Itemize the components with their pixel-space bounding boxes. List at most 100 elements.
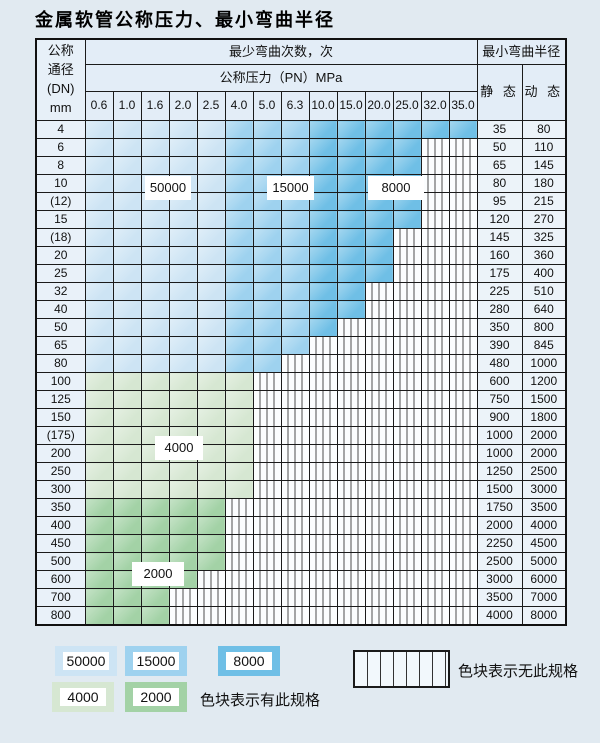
spec-cell [168, 390, 198, 409]
spec-cell [112, 192, 142, 211]
static-radius-cell: 50 [476, 138, 523, 157]
dynamic-radius-cell: 1000 [521, 354, 567, 373]
spec-cell [224, 246, 254, 265]
no-spec-cell [448, 444, 478, 463]
spec-cell [196, 516, 226, 535]
spec-cell [84, 408, 114, 427]
no-spec-cell [280, 426, 310, 445]
spec-cell [336, 282, 366, 301]
spec-cell [364, 228, 394, 247]
spec-cell [336, 264, 366, 283]
spec-cell [308, 282, 338, 301]
spec-cell [392, 120, 422, 139]
no-spec-cell [392, 480, 422, 499]
no-spec-cell [308, 570, 338, 589]
spec-cell [84, 426, 114, 445]
no-spec-cell [336, 426, 366, 445]
spec-cell [336, 156, 366, 175]
spec-cell [84, 570, 114, 589]
no-spec-cell [420, 300, 450, 319]
spec-cell [140, 498, 170, 517]
spec-cell [196, 408, 226, 427]
spec-cell [84, 606, 114, 625]
spec-cell [252, 156, 282, 175]
no-spec-cell [420, 372, 450, 391]
table-row: 600 3000 6000 [35, 570, 567, 589]
spec-cell [336, 210, 366, 229]
dynamic-radius-cell: 2500 [521, 462, 567, 481]
corner-line-3: (DN) [47, 81, 75, 96]
spec-cell [112, 318, 142, 337]
no-spec-cell [420, 588, 450, 607]
spec-cell [112, 408, 142, 427]
spec-cell [112, 138, 142, 157]
pressure-col-4.0: 4.0 [224, 91, 254, 121]
no-spec-cell [364, 390, 394, 409]
spec-cell [168, 534, 198, 553]
spec-cell [280, 138, 310, 157]
spec-cell [280, 300, 310, 319]
no-spec-cell [364, 498, 394, 517]
spec-cell [252, 210, 282, 229]
spec-cell [140, 120, 170, 139]
spec-cell [112, 282, 142, 301]
zone-label-15000: 15000 [267, 176, 314, 200]
no-spec-cell [364, 588, 394, 607]
table-row: 150 900 1800 [35, 408, 567, 427]
legend-swatch-50000: 50000 [55, 646, 117, 676]
no-spec-cell [336, 444, 366, 463]
no-spec-cell [252, 444, 282, 463]
spec-cell [364, 138, 394, 157]
static-radius-cell: 900 [476, 408, 523, 427]
table-row: 32 225 510 [35, 282, 567, 301]
pressure-col-32.0: 32.0 [420, 91, 450, 121]
no-spec-cell [336, 336, 366, 355]
spec-table: 公称 通径 (DN) mm 最少弯曲次数，次 最小弯曲半径 公称压力（PN）MP… [35, 38, 568, 626]
pressure-values-row: 0.6 1.0 1.6 2.0 2.5 4.0 5.0 6.3 10.0 15.0 20.0 25.0… [36, 91, 566, 121]
static-radius-cell: 65 [476, 156, 523, 175]
table-row: 400 2000 4000 [35, 516, 567, 535]
spec-cell [280, 246, 310, 265]
spec-cell [196, 444, 226, 463]
static-radius-cell: 2250 [476, 534, 523, 553]
no-spec-cell [448, 156, 478, 175]
pressure-col-25.0: 25.0 [392, 91, 422, 121]
spec-cell [84, 498, 114, 517]
legend-swatch-value: 8000 [226, 652, 272, 670]
no-spec-cell [420, 246, 450, 265]
dynamic-radius-cell: 180 [521, 174, 567, 193]
spec-cell [84, 390, 114, 409]
spec-cell [140, 480, 170, 499]
spec-cell [280, 120, 310, 139]
no-spec-cell [420, 174, 450, 193]
static-radius-cell: 350 [476, 318, 523, 337]
no-spec-cell [448, 354, 478, 373]
spec-cell [196, 210, 226, 229]
spec-cell [84, 534, 114, 553]
no-spec-cell [280, 606, 310, 625]
dn-cell: 250 [35, 462, 86, 481]
dn-cell: 10 [35, 174, 86, 193]
dynamic-radius-cell: 5000 [521, 552, 567, 571]
no-spec-cell [280, 498, 310, 517]
no-spec-cell [448, 228, 478, 247]
spec-cell [196, 498, 226, 517]
min-bend-radius-header: 最小弯曲半径 [476, 38, 567, 65]
pressure-col-35.0: 35.0 [448, 91, 478, 121]
no-spec-cell [420, 426, 450, 445]
no-spec-cell [364, 426, 394, 445]
spec-cell [196, 120, 226, 139]
spec-cell [168, 516, 198, 535]
no-spec-cell [364, 336, 394, 355]
dynamic-radius-cell: 1200 [521, 372, 567, 391]
spec-table-wrap: 公称 通径 (DN) mm 最少弯曲次数，次 最小弯曲半径 公称压力（PN）MP… [35, 38, 568, 626]
pressure-col-2.5: 2.5 [196, 91, 226, 121]
dn-cell: (18) [35, 228, 86, 247]
dynamic-radius-cell: 360 [521, 246, 567, 265]
static-radius-cell: 4000 [476, 606, 523, 625]
spec-cell [224, 120, 254, 139]
spec-cell [308, 300, 338, 319]
dn-cell: 100 [35, 372, 86, 391]
dynamic-radius-cell: 6000 [521, 570, 567, 589]
no-spec-cell [420, 264, 450, 283]
